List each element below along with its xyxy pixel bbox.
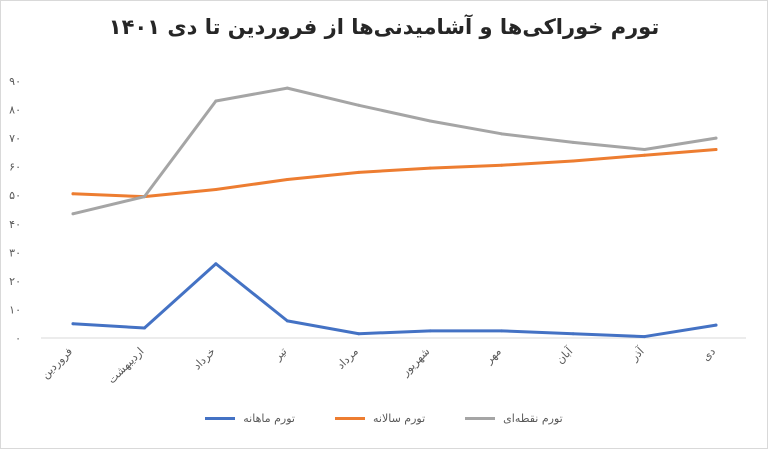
series-line — [71, 148, 718, 199]
x-tick-label: مرداد — [334, 345, 361, 372]
legend-item: تورم نقطه‌ای — [465, 412, 563, 425]
data-point — [142, 195, 146, 199]
data-point — [428, 329, 432, 333]
y-tick-label: ۱۰ — [9, 303, 21, 316]
data-point — [714, 323, 718, 327]
x-tick-label: تیر — [271, 345, 290, 364]
data-point — [285, 319, 289, 323]
y-tick-label: ۲۰ — [9, 275, 21, 288]
data-point — [428, 119, 432, 123]
data-point — [71, 192, 75, 196]
data-point — [214, 262, 218, 266]
data-point — [571, 332, 575, 336]
data-point — [428, 166, 432, 170]
legend-item: تورم سالانه — [334, 412, 426, 425]
data-point — [214, 99, 218, 103]
data-point — [71, 322, 75, 326]
x-tick-label: دی — [699, 345, 718, 364]
data-point — [643, 148, 647, 152]
data-point — [714, 136, 718, 140]
data-point — [571, 159, 575, 163]
data-point — [357, 103, 361, 107]
y-tick-label: ۶۰ — [9, 161, 21, 174]
legend-swatch — [334, 417, 365, 420]
data-point — [714, 148, 718, 152]
y-tick-label: ۰ — [15, 332, 21, 345]
legend-label: تورم نقطه‌ای — [503, 412, 563, 425]
series-line — [71, 86, 718, 216]
chart-title: تورم خوراکی‌ها و آشامیدنی‌ها از فروردین … — [108, 15, 660, 39]
x-tick-label: آبان — [553, 344, 576, 367]
x-tick-label: اردیبهشت — [105, 345, 146, 386]
x-tick-label: خرداد — [191, 345, 218, 372]
x-tick-label: آذر — [627, 344, 648, 365]
y-tick-label: ۴۰ — [9, 218, 21, 231]
legend-label: تورم سالانه — [372, 412, 426, 425]
y-tick-label: ۳۰ — [9, 246, 21, 259]
y-tick-label: ۵۰ — [9, 189, 21, 202]
data-point — [500, 163, 504, 167]
series-line — [71, 262, 718, 339]
legend: تورم ماهانه تورم سالانه تورم نقطه‌ای — [1, 412, 767, 425]
data-point — [357, 170, 361, 174]
data-point — [500, 329, 504, 333]
legend-label: تورم ماهانه — [243, 412, 295, 425]
data-point — [214, 188, 218, 192]
data-point — [643, 335, 647, 339]
data-point — [357, 332, 361, 336]
x-tick-label: فروردین — [39, 345, 75, 381]
data-point — [643, 153, 647, 157]
data-point — [142, 326, 146, 330]
x-tick-label: شهریور — [398, 345, 432, 379]
legend-swatch — [205, 417, 236, 420]
y-tick-label: ۷۰ — [9, 132, 21, 145]
legend-item: تورم ماهانه — [205, 412, 295, 425]
data-point — [571, 140, 575, 144]
data-point — [500, 132, 504, 136]
legend-swatch — [465, 417, 496, 420]
data-point — [285, 178, 289, 182]
y-tick-label: ۹۰ — [9, 75, 21, 88]
data-point — [285, 86, 289, 90]
x-tick-label: مهر — [482, 345, 504, 367]
y-tick-label: ۸۰ — [9, 104, 21, 117]
data-point — [71, 212, 75, 216]
